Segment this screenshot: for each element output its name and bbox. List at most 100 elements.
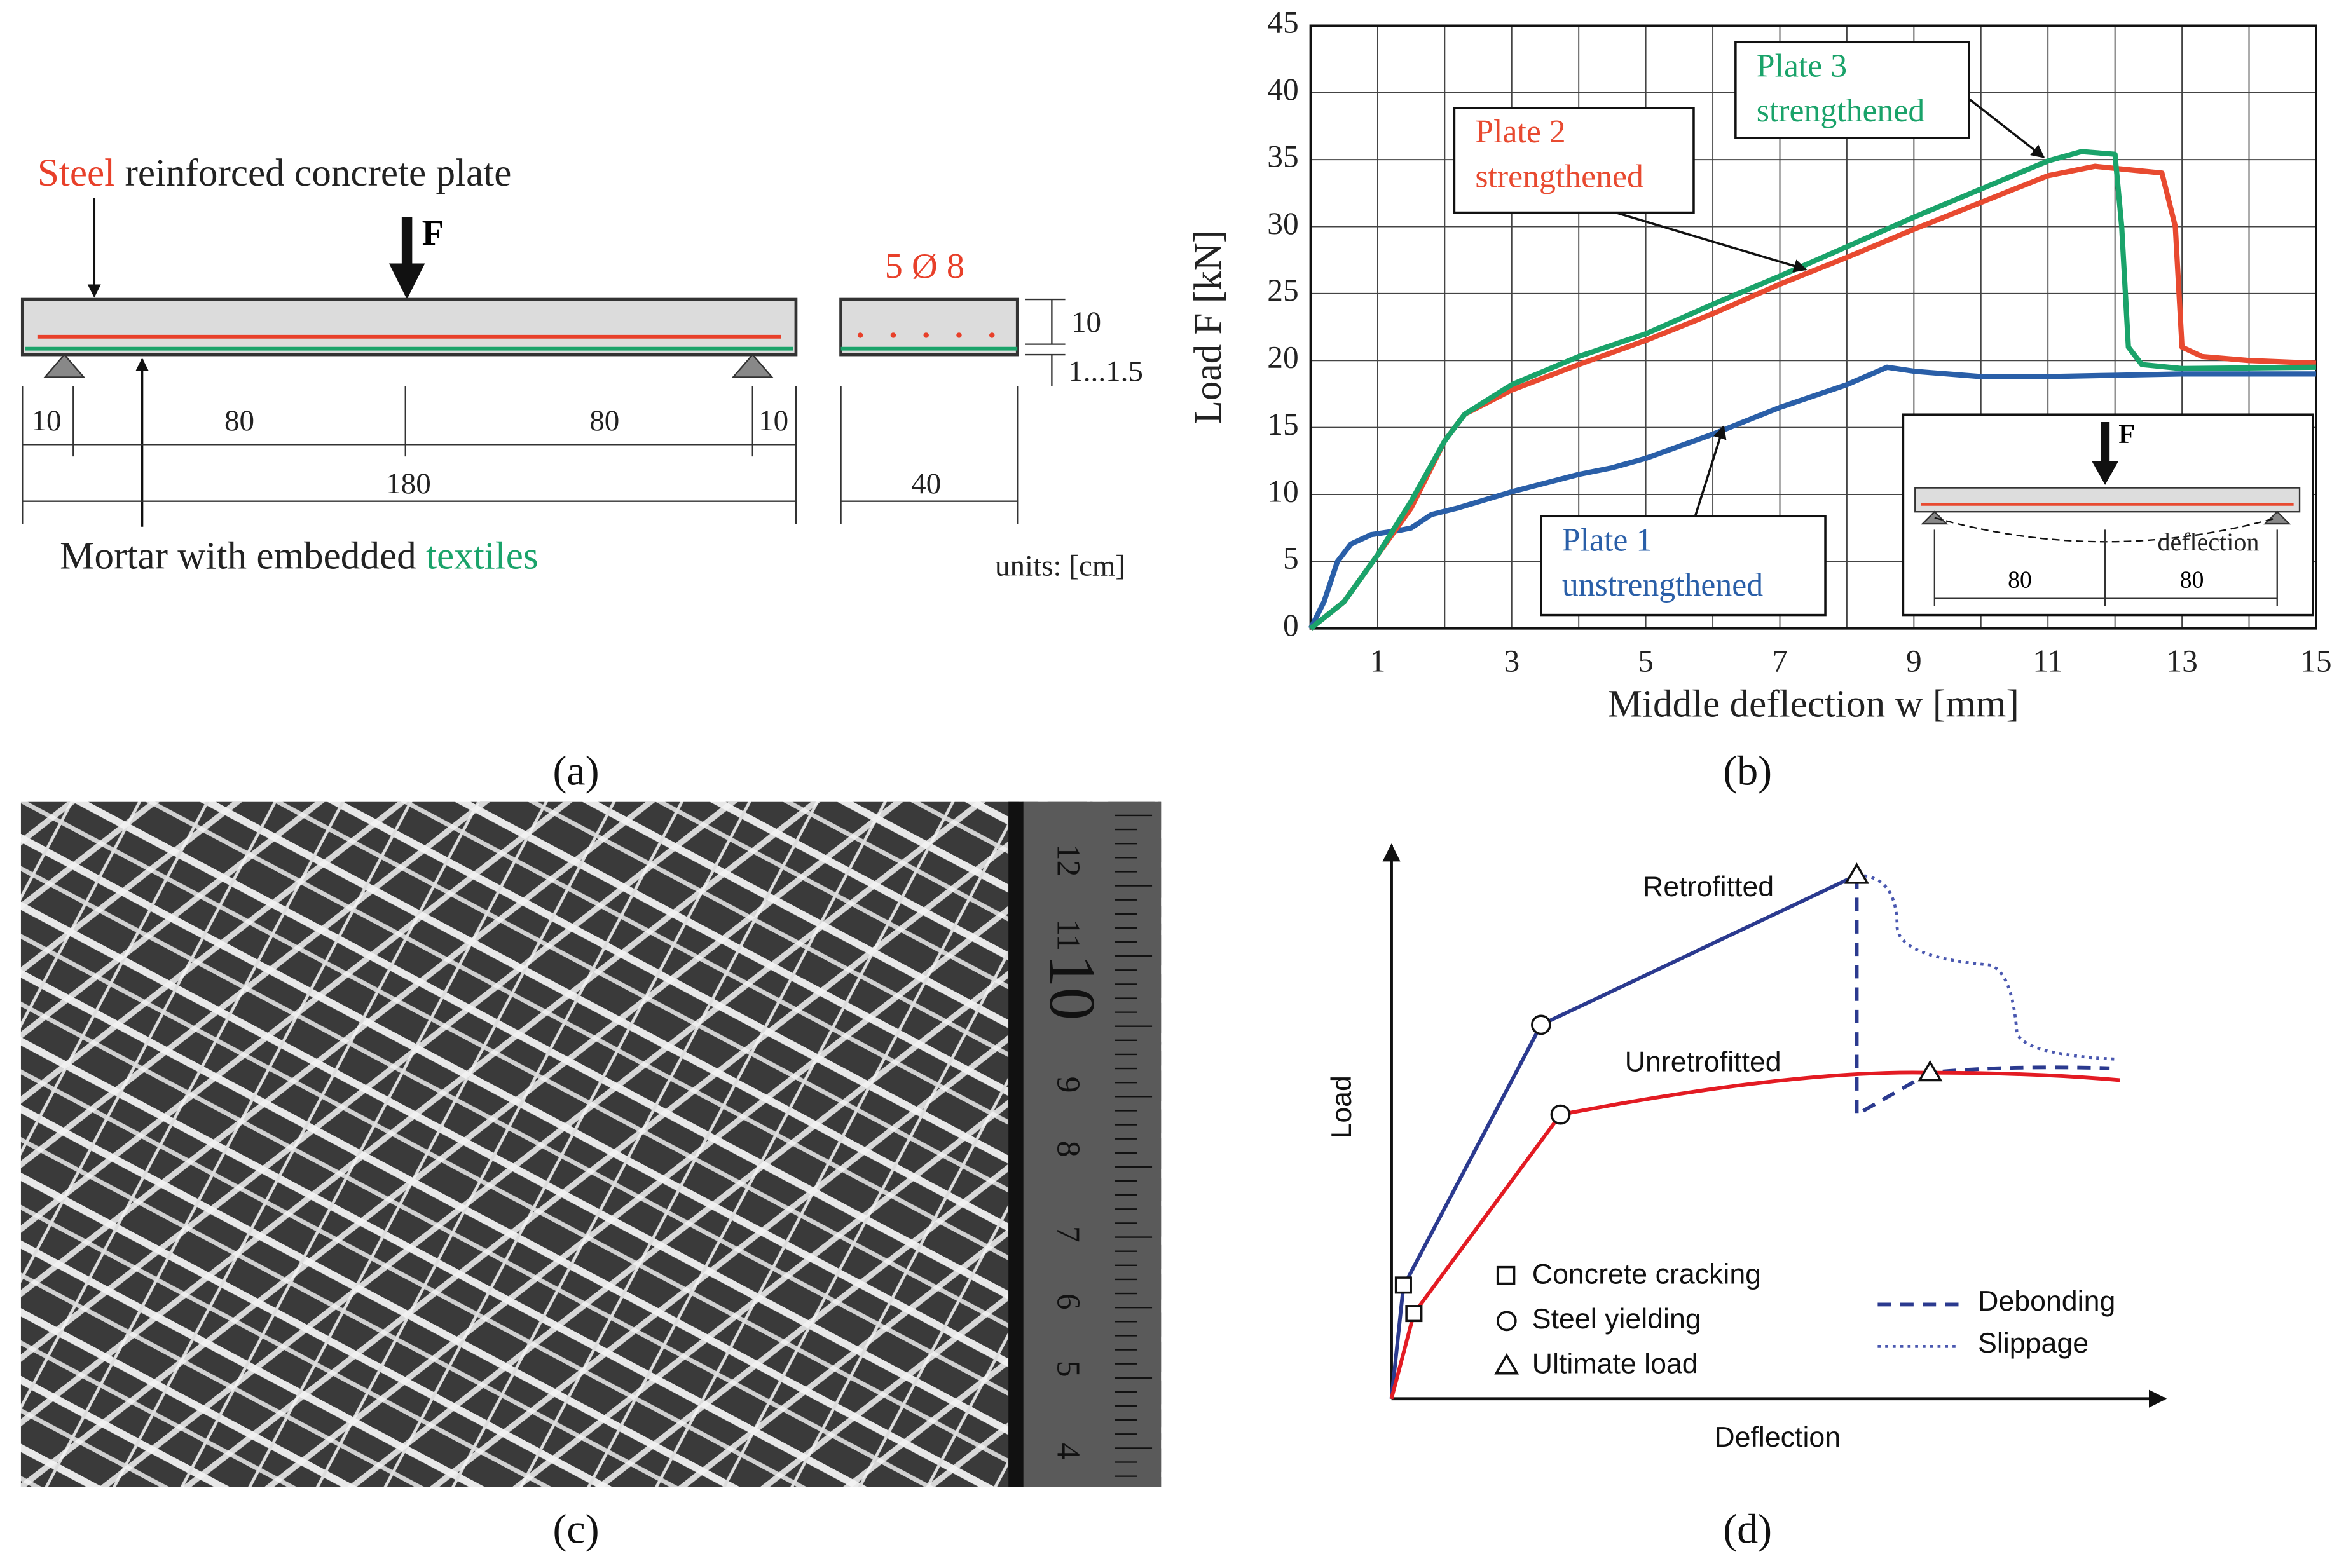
- legend-symbol: [1494, 1353, 1519, 1375]
- x-tick-label: 15: [2300, 644, 2331, 679]
- panel-label: (c): [552, 1506, 599, 1553]
- force-head: [388, 263, 425, 300]
- series-label: Plate 1: [1562, 522, 1652, 558]
- ruler-label: 9: [1050, 1077, 1087, 1093]
- series-label: Plate 2: [1475, 114, 1565, 150]
- panel-d: Retrofitted Unretrofitted Load Deflectio…: [1326, 843, 2167, 1553]
- x-tick-label: 11: [2033, 644, 2063, 679]
- axis-label: Deflection: [1714, 1422, 1841, 1453]
- ruler-edge: [1008, 801, 1024, 1487]
- series-label: Plate 3: [1757, 48, 1847, 84]
- x-tick-label: 9: [1906, 644, 1922, 679]
- y-tick-label: 0: [1283, 608, 1299, 643]
- bottom-text-black: Mortar with embedded: [60, 535, 426, 578]
- series-label-box: [1540, 515, 1827, 617]
- dim-label: 80: [224, 404, 254, 437]
- retrofitted-curve: [1389, 873, 1858, 1400]
- unretrofitted-curve: [1389, 1070, 2120, 1400]
- dim-labels: 10 1...1.5 10 80 80 10 180 40: [31, 306, 1142, 500]
- series-pointer: [1968, 98, 2045, 158]
- legend-symbol: [1496, 1265, 1516, 1285]
- plot-frame: [1309, 24, 2317, 630]
- panel-c: 12 11 10 9 8 7 6 5 4 (c): [20, 801, 1162, 1553]
- legend-label: Ultimate load: [1532, 1349, 1698, 1380]
- panel-a: Steel reinforced concrete plate F 5 Ø 8 …: [20, 151, 1143, 794]
- dim-label: 180: [386, 467, 431, 500]
- inset-force-head: [2091, 461, 2119, 485]
- ruler: [1008, 801, 1162, 1487]
- units: units: [cm]: [995, 549, 1125, 582]
- dim-label: 10: [31, 404, 61, 437]
- dimensions: [22, 298, 1066, 524]
- ruler-labels: 12 11 10 9 8 7 6 5 4: [1036, 814, 1153, 1477]
- series-label: strengthened: [1475, 159, 1643, 195]
- inset-span: 80: [2180, 566, 2204, 593]
- legend-label: Concrete cracking: [1532, 1259, 1761, 1290]
- y-tick-label: 25: [1267, 273, 1298, 308]
- ruler-label: 5: [1050, 1361, 1087, 1377]
- x-axis-label: Middle deflection w [mm]: [1608, 683, 2019, 726]
- series-line: [1308, 364, 2316, 630]
- series-line: [1308, 149, 2316, 631]
- y-tick-label: 15: [1267, 407, 1298, 442]
- series-label: strengthened: [1757, 93, 1925, 129]
- legend-label: Steel yielding: [1532, 1304, 1701, 1335]
- bar-dots: [857, 332, 995, 338]
- ruler-label: 8: [1050, 1141, 1087, 1157]
- panel-label: (a): [552, 748, 599, 794]
- curve-label: Unretrofitted: [1625, 1046, 1781, 1077]
- inset-support: [2263, 510, 2291, 525]
- ruler-label: 12: [1050, 844, 1087, 877]
- x-tick-label: 5: [1638, 644, 1654, 679]
- panel-label: (b): [1723, 748, 1772, 794]
- support: [731, 353, 774, 378]
- series-label-box: [1453, 107, 1695, 214]
- y-tick-label: 5: [1283, 541, 1299, 576]
- y-tick-label: 45: [1267, 5, 1298, 40]
- dim-label: 80: [589, 404, 619, 437]
- curve-label: Retrofitted: [1643, 871, 1774, 903]
- title-red: Steel: [38, 151, 115, 194]
- dim-label: 10: [1071, 306, 1101, 339]
- textile-photo-overlay: [20, 801, 1009, 1487]
- y-tick-label: 10: [1267, 474, 1298, 508]
- markers: [1394, 862, 1943, 1323]
- x-tick-label: 1: [1370, 644, 1386, 679]
- bottom-text: Mortar with embedded textiles: [60, 535, 538, 578]
- x-tick-label: 13: [2166, 644, 2197, 679]
- dim-label: 40: [911, 467, 941, 500]
- ruler-label: 7: [1050, 1226, 1087, 1243]
- x-tick-label: 3: [1504, 644, 1519, 679]
- dim-label: 10: [758, 404, 788, 437]
- legend-symbol: [1496, 1311, 1517, 1332]
- series-label: unstrengthened: [1562, 567, 1763, 603]
- bottom-text-green: textiles: [426, 535, 538, 578]
- series-pointer: [1694, 425, 1727, 517]
- y-tick-label: 30: [1267, 206, 1298, 241]
- y-tick-label: 35: [1267, 139, 1298, 174]
- inset-span: 80: [2008, 566, 2032, 593]
- title-rest: reinforced concrete plate: [115, 151, 511, 194]
- y-tick-label: 40: [1267, 72, 1298, 107]
- slippage-curve: [1856, 873, 2118, 1061]
- bars-label: 5 Ø 8: [885, 247, 964, 286]
- title: Steel reinforced concrete plate: [38, 151, 512, 194]
- series-label-box: [1734, 41, 1970, 139]
- ruler-label: 4: [1050, 1443, 1087, 1459]
- y-axis-label: Load F [kN]: [1186, 230, 1230, 425]
- inset-force-label: F: [2118, 419, 2135, 449]
- force-label: F: [422, 214, 444, 253]
- x-tick-label: 7: [1772, 644, 1788, 679]
- inset-beam: [1914, 487, 2301, 513]
- beam: [20, 297, 798, 357]
- panel-label: (d): [1723, 1506, 1772, 1553]
- y-tick-label: 20: [1267, 340, 1298, 375]
- dim-label: 1...1.5: [1068, 355, 1143, 388]
- legend-label: Debonding: [1978, 1286, 2115, 1317]
- ruler-label: 6: [1050, 1293, 1087, 1310]
- debonding-curve: [1855, 875, 2110, 1118]
- ruler-label: 10: [1036, 955, 1108, 1021]
- inset-deflection-label: deflection: [2157, 528, 2259, 556]
